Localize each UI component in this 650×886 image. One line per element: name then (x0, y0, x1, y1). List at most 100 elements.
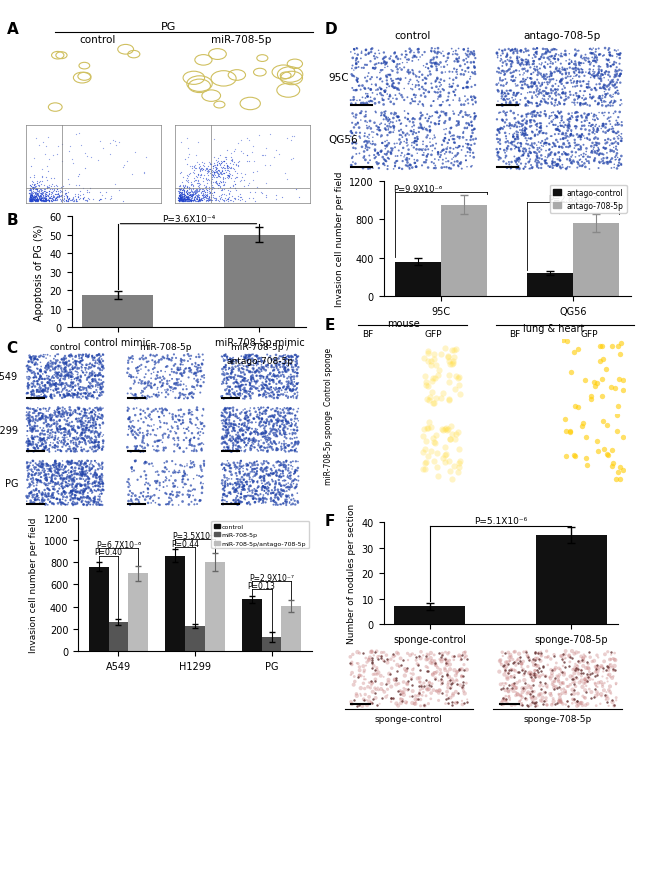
Point (603, 54, 613, 68)
Point (51, 466, 61, 480)
Point (567, 145, 577, 159)
Point (64, 439, 75, 454)
Point (285, 432, 296, 447)
Point (77, 354, 88, 369)
Point (153, 389, 164, 403)
Point (22, 456, 32, 470)
Point (47, 440, 58, 455)
Point (445, 72, 455, 86)
Point (203, 193, 213, 207)
Point (364, 676, 374, 690)
Point (572, 161, 582, 175)
Point (25, 371, 36, 385)
Point (157, 429, 168, 443)
Point (58, 372, 68, 386)
Point (42, 376, 53, 390)
Point (284, 402, 294, 416)
Point (50, 426, 60, 440)
Point (132, 392, 142, 406)
Text: B: B (6, 213, 18, 228)
Point (146, 348, 156, 362)
Point (370, 105, 381, 120)
Point (270, 355, 280, 369)
Point (552, 159, 562, 174)
Point (286, 419, 296, 433)
Point (565, 70, 575, 84)
Point (219, 167, 229, 181)
Point (574, 667, 584, 681)
Point (584, 56, 594, 70)
Point (30, 493, 40, 507)
Point (46, 190, 56, 204)
Point (292, 445, 302, 459)
Point (216, 432, 227, 447)
Point (351, 137, 361, 152)
Point (155, 376, 165, 390)
Point (281, 353, 292, 367)
Point (394, 77, 404, 91)
Point (576, 63, 586, 77)
Point (219, 194, 229, 208)
Point (187, 390, 197, 404)
Point (501, 132, 512, 146)
Point (351, 148, 361, 162)
Point (36, 170, 47, 184)
Point (521, 144, 532, 158)
Point (430, 58, 441, 73)
Point (413, 686, 424, 700)
Point (427, 110, 437, 124)
Point (21, 408, 32, 423)
Point (262, 371, 272, 385)
Point (24, 187, 34, 201)
Point (502, 76, 512, 90)
Point (256, 439, 266, 454)
Point (579, 51, 590, 66)
Point (91, 445, 101, 459)
Point (86, 350, 97, 364)
Point (214, 170, 224, 184)
Point (512, 130, 522, 144)
Point (581, 111, 592, 125)
Point (233, 426, 243, 440)
Point (68, 462, 78, 477)
Point (596, 74, 606, 89)
Point (612, 48, 622, 62)
Point (223, 443, 233, 457)
Point (32, 193, 43, 207)
Point (378, 157, 389, 171)
Point (581, 112, 592, 126)
Point (176, 192, 187, 206)
Point (560, 48, 571, 62)
Point (607, 660, 618, 674)
Point (34, 466, 44, 480)
Point (642, 194, 650, 208)
Point (30, 494, 40, 508)
Point (30, 375, 40, 389)
Point (62, 407, 72, 421)
Point (506, 162, 516, 176)
Point (281, 382, 292, 396)
Point (70, 404, 80, 418)
Point (146, 377, 156, 391)
Point (556, 50, 566, 64)
Point (565, 152, 575, 167)
Point (419, 156, 429, 170)
Point (292, 356, 302, 370)
Point (470, 68, 480, 82)
Point (37, 461, 47, 475)
Point (191, 374, 202, 388)
Point (532, 60, 542, 74)
Point (166, 384, 176, 398)
Point (201, 172, 211, 186)
Point (242, 497, 252, 511)
Point (23, 370, 34, 385)
Point (79, 484, 90, 498)
Point (243, 434, 254, 448)
Point (79, 482, 89, 496)
Point (30, 178, 40, 192)
Point (180, 190, 190, 205)
Point (84, 480, 94, 494)
Point (520, 92, 530, 106)
Point (221, 157, 231, 171)
Point (194, 494, 205, 509)
